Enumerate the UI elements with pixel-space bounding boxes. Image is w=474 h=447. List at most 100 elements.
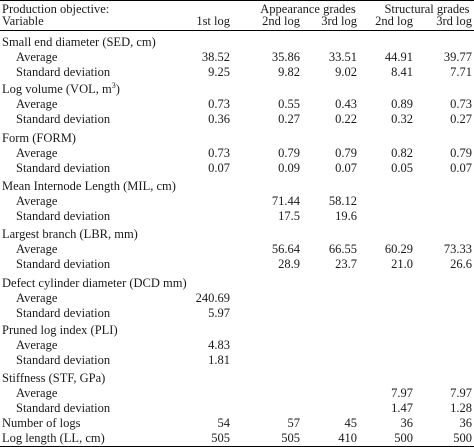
cell-app-2nd: 0.55 [278, 97, 300, 111]
cell-app-3rd: 0.43 [335, 97, 357, 111]
footer-row: Number of logs 54 57 45 36 36 [0, 416, 474, 431]
cell-app-2nd: 9.82 [278, 65, 300, 79]
row-label: Standard deviation [16, 257, 111, 271]
section-title-text: Pruned log index (PLI) [2, 323, 118, 337]
cell-str-3rd: 39.77 [443, 50, 472, 64]
cell-app-1st: 240.69 [195, 291, 230, 305]
table-row: Average 7.97 7.97 [0, 386, 474, 401]
section-title: Stiffness (STF, GPa) [2, 371, 105, 386]
row-label: Standard deviation [16, 306, 111, 320]
cell-str-3rd: 7.71 [450, 65, 472, 79]
section-title-text: Mean Internode Length (MIL, cm) [2, 179, 176, 193]
cell-app-3rd: 33.51 [328, 50, 357, 64]
cell-str-2nd: 1.47 [391, 401, 413, 415]
section-title: Defect cylinder diameter (DCD mm) [2, 276, 187, 291]
cell-app-1st: 38.52 [201, 50, 230, 64]
cell-app-2nd: 17.5 [278, 209, 300, 223]
section-title: Small end diameter (SED, cm) [2, 35, 156, 50]
cell-app-3rd: 45 [344, 416, 358, 430]
cell-app-3rd: 0.79 [335, 146, 357, 160]
cell-app-1st: 0.36 [208, 112, 230, 126]
cell-app-2nd: 28.9 [278, 257, 300, 271]
cell-str-2nd: 0.89 [391, 97, 413, 111]
top-rule [0, 0, 474, 1]
cell-app-1st: 4.83 [208, 338, 230, 352]
row-label: Standard deviation [16, 353, 111, 367]
cell-app-1st: 505 [211, 431, 230, 445]
cell-app-3rd: 410 [338, 431, 357, 445]
row-label: Standard deviation [16, 401, 111, 415]
cell-str-3rd: 36 [459, 416, 473, 430]
cell-str-3rd: 26.6 [450, 257, 472, 271]
table-row: Average 56.64 66.55 60.29 73.33 [0, 242, 474, 257]
section-title: Largest branch (LBR, mm) [2, 227, 138, 242]
table-row: Average 4.83 [0, 338, 474, 353]
cell-app-1st: 54 [217, 416, 231, 430]
row-label: Average [16, 50, 58, 64]
col-header-str-3rd: 3rd log [436, 14, 472, 28]
table-row: Average 38.52 35.86 33.51 44.91 39.77 [0, 50, 474, 65]
cell-str-3rd: 1.28 [450, 401, 472, 415]
cell-str-2nd: 0.32 [391, 112, 413, 126]
table-row: Standard deviation 9.25 9.82 9.02 8.41 7.71 [0, 65, 474, 80]
header-row-groups: Production objective: Appearance grades … [0, 2, 474, 17]
col-header-app-1st: 1st log [196, 14, 230, 28]
table-row: Standard deviation 5.97 [0, 306, 474, 321]
cell-str-3rd: 73.33 [443, 242, 472, 256]
section-title-text: Small end diameter (SED, cm) [2, 35, 156, 49]
section-title-row: Small end diameter (SED, cm) [0, 35, 474, 50]
cell-str-2nd: 60.29 [384, 242, 413, 256]
cell-app-1st: 1.81 [208, 353, 230, 367]
col-header-app-3rd: 3rd log [321, 14, 357, 28]
section-title-row: Defect cylinder diameter (DCD mm) [0, 276, 474, 291]
table-row: Standard deviation 0.36 0.27 0.22 0.32 0.27 [0, 112, 474, 127]
cell-app-1st: 0.07 [208, 161, 230, 175]
cell-str-3rd: 0.79 [450, 146, 472, 160]
col-header-str-2nd: 2nd log [375, 14, 413, 28]
cell-app-2nd: 0.79 [278, 146, 300, 160]
cell-app-3rd: 66.55 [328, 242, 357, 256]
table-row: Standard deviation 1.81 [0, 353, 474, 368]
section-title-text: Form (FORM) [2, 131, 76, 145]
section-title-text: Log volume (VOL, m [2, 82, 112, 96]
header-rule [0, 30, 474, 31]
cell-app-2nd: 35.86 [271, 50, 300, 64]
cell-app-3rd: 19.6 [335, 209, 357, 223]
cell-str-3rd: 7.97 [450, 386, 472, 400]
section-title: Mean Internode Length (MIL, cm) [2, 179, 176, 194]
row-label: Average [16, 291, 58, 305]
cell-app-2nd: 56.64 [271, 242, 300, 256]
cell-app-3rd: 9.02 [335, 65, 357, 79]
section-title-text: Stiffness (STF, GPa) [2, 371, 106, 385]
table-row: Standard deviation 28.9 23.7 21.0 26.6 [0, 257, 474, 272]
table-row: Standard deviation 0.07 0.09 0.07 0.05 0.07 [0, 161, 474, 176]
row-label: Average [16, 338, 58, 352]
footer-label: Log length (LL, cm) [2, 431, 105, 445]
row-label: Standard deviation [16, 161, 111, 175]
row-label: Standard deviation [16, 65, 111, 79]
section-title-row: Mean Internode Length (MIL, cm) [0, 179, 474, 194]
table-row: Average 71.44 58.12 [0, 194, 474, 209]
row-label: Average [16, 146, 58, 160]
cell-str-2nd: 500 [394, 431, 413, 445]
structural-grades-header: Structural grades [384, 2, 470, 16]
col-header-app-2nd: 2nd log [262, 14, 300, 28]
cell-str-3rd: 0.73 [450, 97, 472, 111]
cell-str-3rd: 500 [453, 431, 472, 445]
cell-app-1st: 5.97 [208, 306, 230, 320]
section-title-end: ) [115, 82, 120, 96]
row-label: Average [16, 242, 58, 256]
header-row-columns: Variable 1st log 2nd log 3rd log 2nd log… [0, 14, 474, 29]
section-title: Form (FORM) [2, 131, 76, 146]
footer-label: Number of logs [2, 416, 81, 430]
section-title-row: Stiffness (STF, GPa) [0, 371, 474, 386]
cell-str-3rd: 0.27 [450, 112, 472, 126]
cell-app-2nd: 505 [281, 431, 300, 445]
cell-app-1st: 0.73 [208, 97, 230, 111]
row-label: Average [16, 386, 58, 400]
cell-app-3rd: 0.22 [335, 112, 357, 126]
cell-str-2nd: 8.41 [391, 65, 413, 79]
row-label: Standard deviation [16, 112, 111, 126]
cell-app-3rd: 58.12 [328, 194, 357, 208]
